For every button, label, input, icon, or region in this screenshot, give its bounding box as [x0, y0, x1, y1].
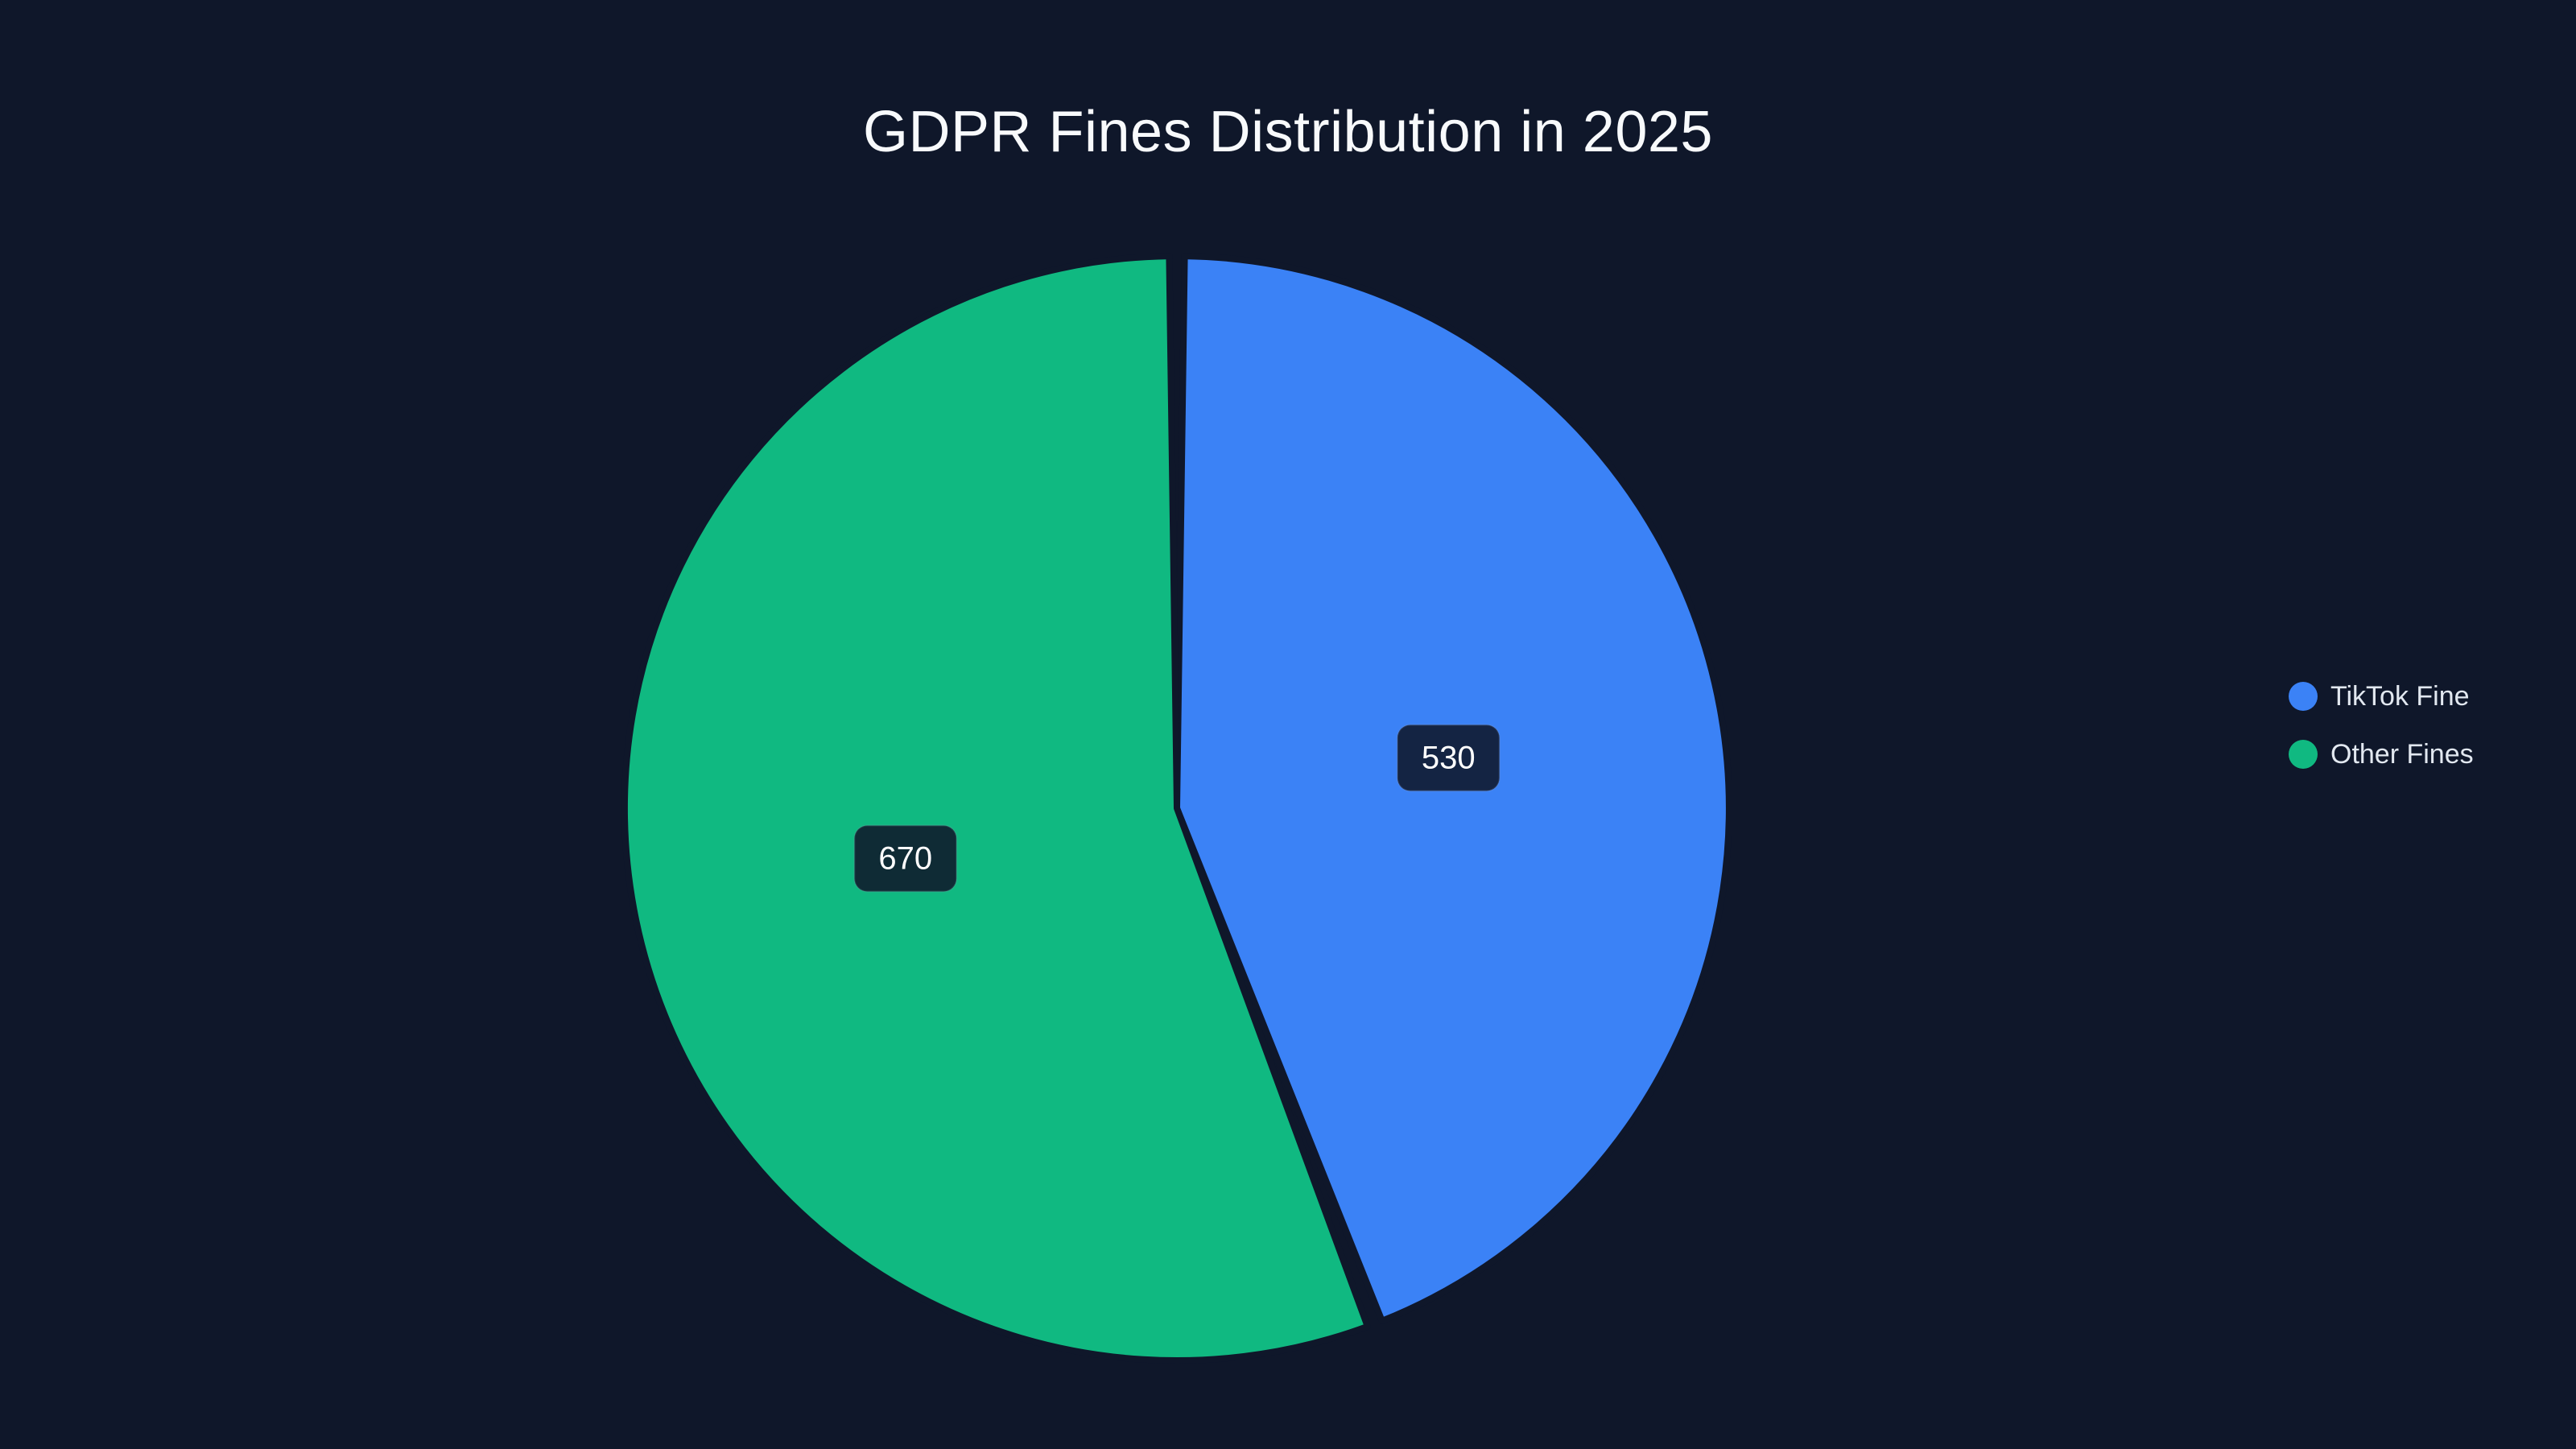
value-label-tiktok-fine: 530 — [1396, 724, 1501, 792]
chart-title: GDPR Fines Distribution in 2025 — [863, 100, 1713, 164]
value-label-box — [853, 824, 958, 893]
legend-label: TikTok Fine — [2330, 681, 2470, 712]
pie-slice-other-fines[interactable] — [621, 253, 1371, 1364]
value-label-text: 670 — [878, 841, 932, 877]
value-label-other-fines: 670 — [853, 824, 958, 893]
value-label-box — [1396, 724, 1501, 792]
legend-dot-icon — [2289, 740, 2318, 769]
legend: TikTok Fine Other Fines — [2289, 682, 2474, 769]
legend-dot-icon — [2289, 682, 2318, 711]
value-label-text: 530 — [1422, 740, 1476, 775]
legend-item-other-fines[interactable]: Other Fines — [2289, 740, 2474, 769]
legend-item-tiktok-fine[interactable]: TikTok Fine — [2289, 682, 2474, 711]
legend-label: Other Fines — [2330, 739, 2474, 770]
